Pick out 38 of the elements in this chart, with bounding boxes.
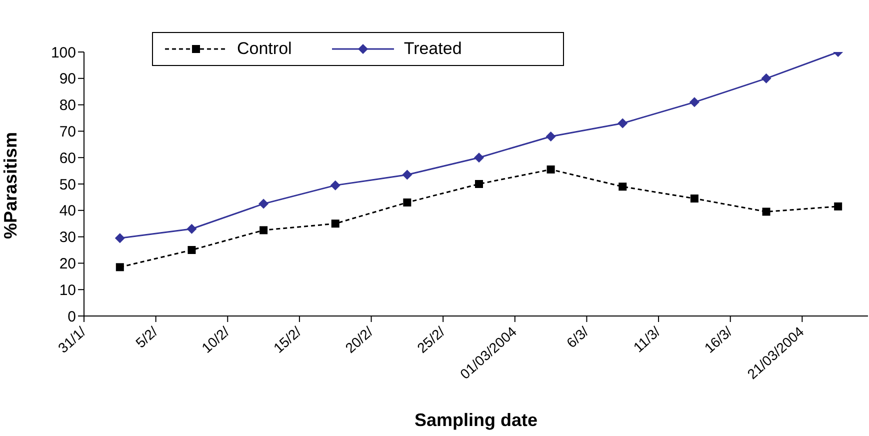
y-tick-label: 100 [50,44,76,62]
point [403,198,412,206]
x-tick-label: 5/2/ [132,323,161,351]
point [330,180,340,190]
point [114,233,125,244]
point [546,131,556,142]
point [331,220,340,228]
y-tick-label: 90 [59,70,76,88]
point [762,208,770,216]
y-tick-label: 80 [59,97,76,114]
y-tick-label: 50 [59,176,76,194]
y-tick-label: 60 [59,150,76,167]
y-tick-label: 0 [68,308,76,326]
point [116,263,124,272]
y-tick-label: 40 [59,202,76,220]
point [186,224,197,234]
point [402,170,412,180]
point [689,97,700,108]
y-axis-title: %Parasitism [0,132,20,239]
legend-label: Control [237,39,292,59]
point [258,198,269,209]
y-tick-label: 20 [59,256,76,273]
point [618,118,628,128]
point [546,165,555,174]
point [260,226,268,234]
x-tick-label: 6/3/ [563,323,592,351]
point [834,202,842,210]
point [474,180,483,188]
y-tick-label: 70 [59,124,76,141]
point [188,246,196,254]
point [761,73,772,84]
point [474,152,484,163]
x-axis-title: Sampling date [414,410,538,430]
point [690,194,698,203]
y-tick-label: 30 [59,229,76,246]
legend-label: Treated [404,39,462,59]
y-tick-label: 10 [59,282,76,299]
point [618,182,627,191]
